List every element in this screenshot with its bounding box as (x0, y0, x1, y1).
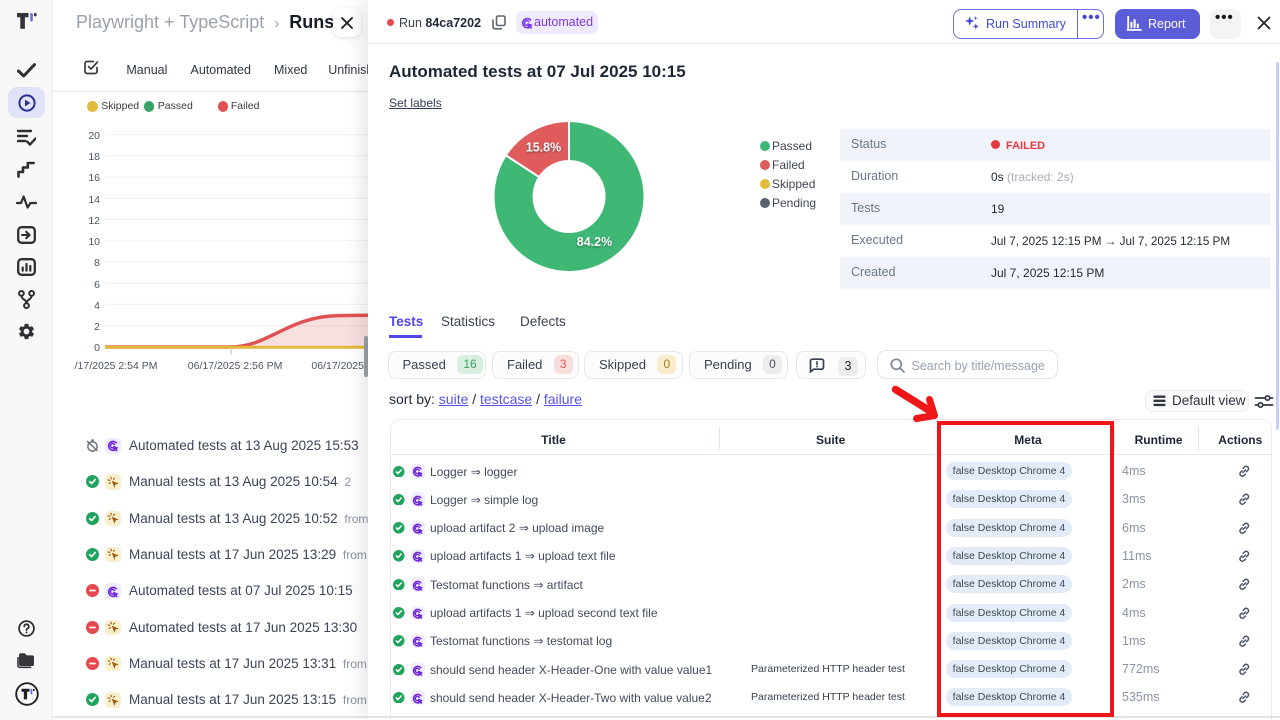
svg-text:0: 0 (94, 342, 100, 354)
svg-text:16: 16 (88, 172, 100, 184)
svg-text:14: 14 (88, 194, 100, 206)
svg-text:84.2%: 84.2% (576, 235, 611, 249)
svg-text:6: 6 (94, 279, 100, 291)
svg-text:06/17/2025 2:5: 06/17/2025 2:5 (311, 360, 368, 372)
svg-text:8: 8 (94, 257, 100, 269)
svg-text:12: 12 (88, 215, 100, 227)
svg-text:18: 18 (88, 151, 100, 163)
svg-text:/17/2025 2:54 PM: /17/2025 2:54 PM (75, 360, 158, 372)
svg-text:2: 2 (94, 321, 100, 333)
svg-text:10: 10 (88, 236, 100, 248)
svg-text:15.8%: 15.8% (525, 141, 560, 155)
svg-text:06/17/2025 2:56 PM: 06/17/2025 2:56 PM (188, 360, 283, 372)
svg-text:20: 20 (88, 130, 100, 142)
svg-text:4: 4 (94, 300, 100, 312)
